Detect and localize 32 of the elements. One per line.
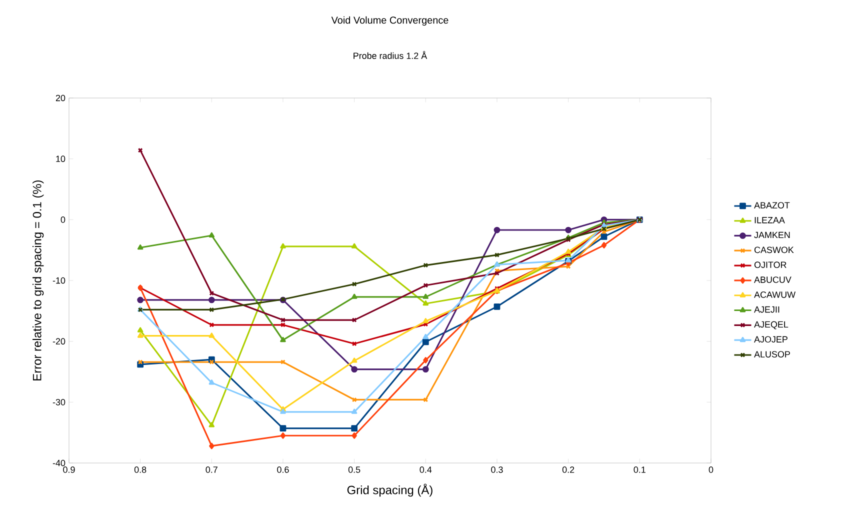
legend-label: AJOJEP xyxy=(754,336,788,343)
legend-label: ABUCUV xyxy=(754,276,792,283)
legend-label: AJEJII xyxy=(754,306,780,313)
x-tick-label: 0.3 xyxy=(491,466,503,473)
chart-subtitle: Probe radius 1.2 Å xyxy=(354,51,428,59)
x-tick-label: 0.6 xyxy=(277,466,289,473)
legend-label: OJITOR xyxy=(754,262,786,268)
x-tick-label: 0.5 xyxy=(348,466,360,473)
x-tick-label: 0.1 xyxy=(634,466,646,473)
y-tick-label: 0 xyxy=(60,216,66,223)
y-tick-label: 20 xyxy=(56,94,66,102)
y-tick-label: 10 xyxy=(56,156,66,162)
legend-label: AJEQEL xyxy=(754,321,788,330)
x-tick-label: 0 xyxy=(708,466,714,473)
x-tick-label: 0.4 xyxy=(420,466,432,473)
x-tick-label: 0.8 xyxy=(134,466,146,473)
y-axis-title: Error relative to grid spacing = 0.1 (%) xyxy=(32,180,44,380)
legend-label: ABAZOT xyxy=(754,202,790,208)
legend-label: CASWOK xyxy=(754,246,794,254)
x-tick-label: 0.2 xyxy=(562,466,574,473)
chart-title: Void Volume Convergence xyxy=(331,16,448,26)
y-tick-label: -40 xyxy=(52,460,66,466)
y-tick-label: -20 xyxy=(52,338,66,345)
y-tick-label: -10 xyxy=(52,277,66,284)
legend-label: ACAWUW xyxy=(754,292,796,298)
x-tick-label: 0.7 xyxy=(206,466,218,473)
x-axis-title: Grid spacing (Å) xyxy=(347,484,432,497)
y-tick-label: -30 xyxy=(52,398,66,406)
legend-label: JAMKEN xyxy=(754,232,790,238)
legend-label: ILEZAA xyxy=(754,217,785,224)
legend-label: ALUSOP xyxy=(754,351,790,358)
x-tick-label: 0.9 xyxy=(63,466,75,473)
